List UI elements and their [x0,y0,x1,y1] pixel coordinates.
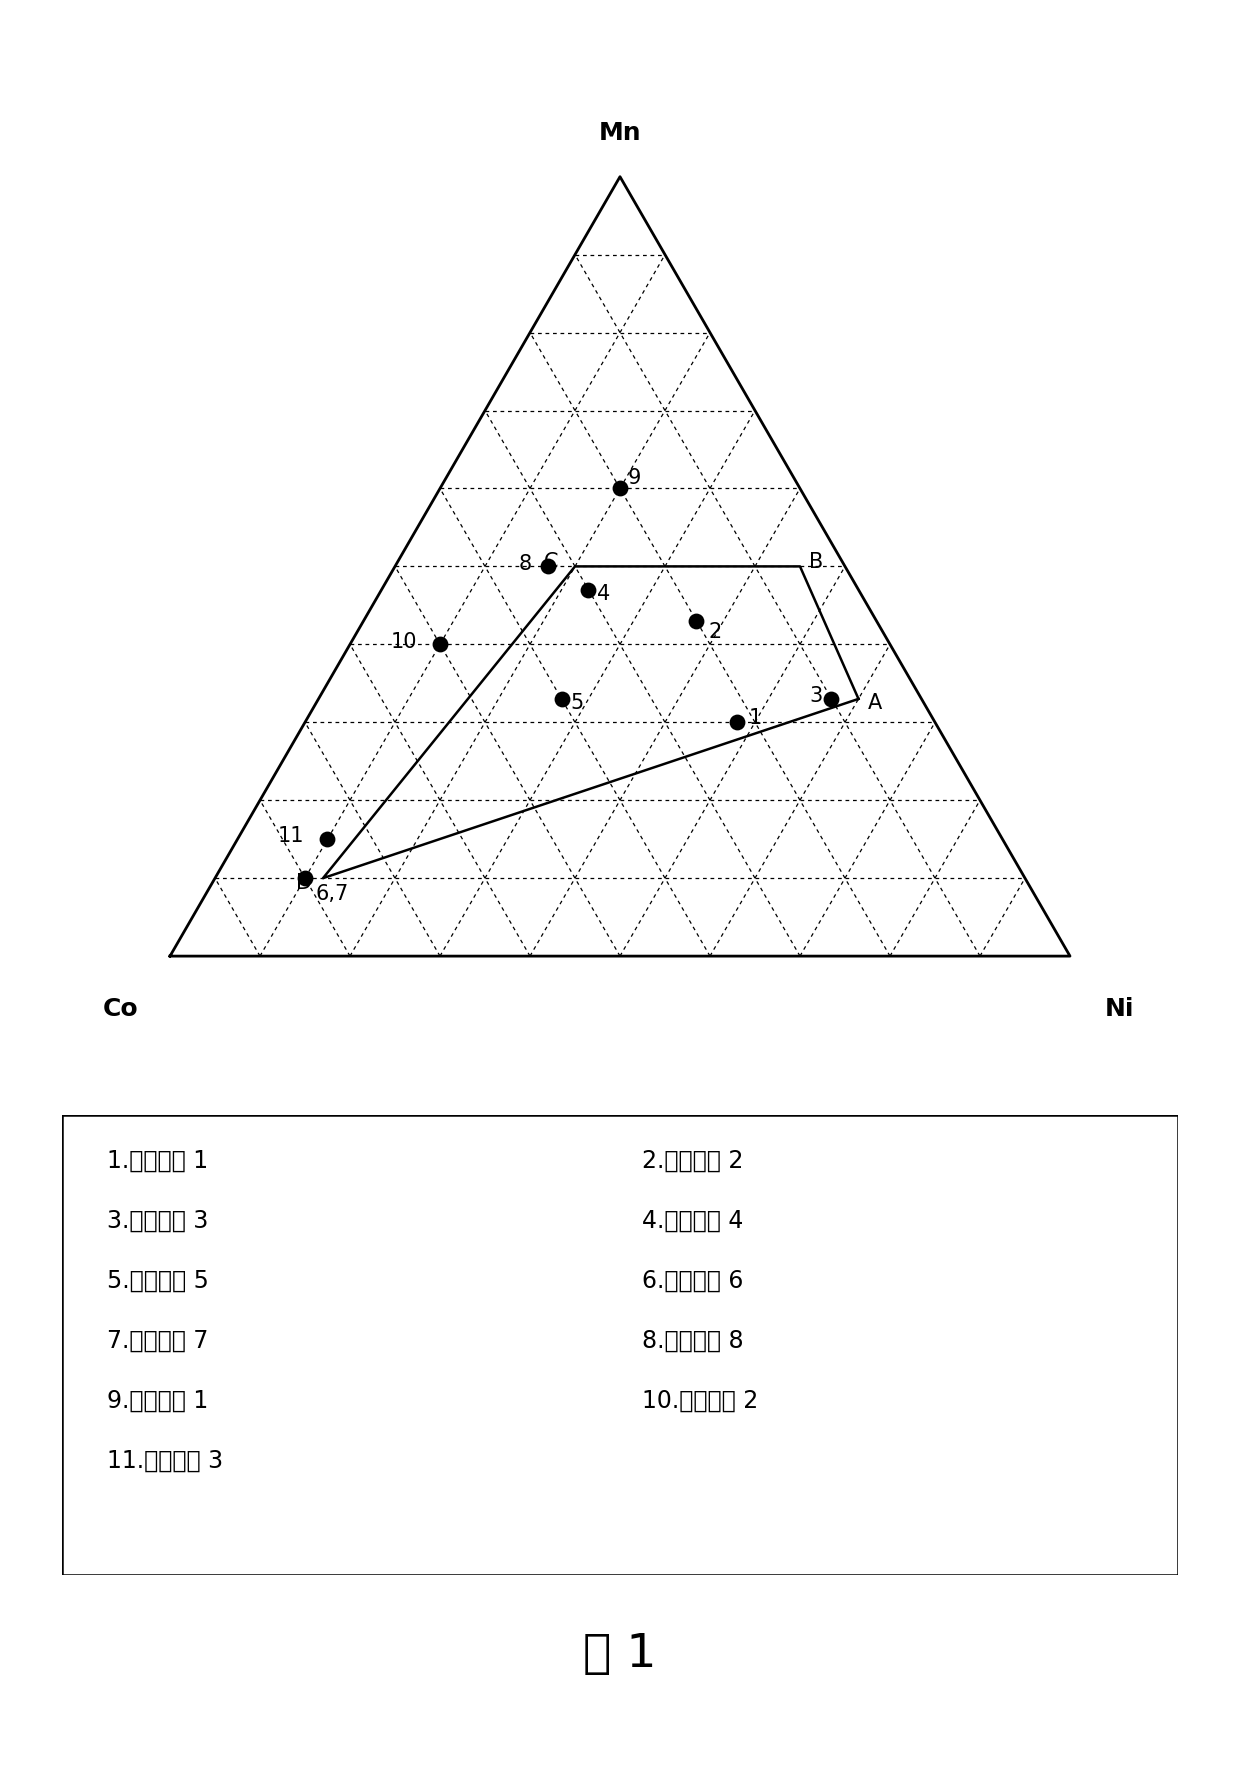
Text: Mn: Mn [599,120,641,145]
Point [687,607,707,635]
Text: 4: 4 [598,584,611,604]
Point [822,685,842,713]
FancyBboxPatch shape [62,1115,1178,1575]
Text: 10: 10 [391,632,417,651]
Text: D: D [296,873,312,892]
Text: A: A [868,694,882,713]
Text: Ni: Ni [1105,997,1135,1021]
Text: B: B [808,552,823,572]
Text: 1.　实施例 1: 1. 实施例 1 [107,1149,208,1174]
Point [552,685,572,713]
Text: Co: Co [103,997,139,1021]
Point [295,864,315,892]
Text: 2: 2 [708,621,722,643]
Point [579,575,599,604]
Text: 5.　实施例 5: 5. 实施例 5 [107,1269,208,1292]
Point [727,708,746,736]
Text: 11: 11 [278,827,305,846]
Text: 6,7: 6,7 [316,885,348,904]
Text: 5: 5 [570,694,584,713]
Text: 11.　对比例 3: 11. 对比例 3 [107,1448,223,1473]
Text: 图 1: 图 1 [583,1632,657,1678]
Point [317,825,337,853]
Text: 7.　实施例 7: 7. 实施例 7 [107,1329,208,1352]
Point [610,474,630,503]
Text: 6.　实施例 6: 6. 实施例 6 [642,1269,744,1292]
Text: 1: 1 [749,708,761,727]
Text: 9.　对比例 1: 9. 对比例 1 [107,1388,208,1412]
Text: 4.　实施例 4: 4. 实施例 4 [642,1209,744,1234]
Text: 9: 9 [627,467,641,489]
Text: 2.　实施例 2: 2. 实施例 2 [642,1149,744,1174]
Text: 8.　实施例 8: 8. 实施例 8 [642,1329,744,1352]
Text: 3.　实施例 3: 3. 实施例 3 [107,1209,208,1234]
Point [538,552,558,581]
Text: 3: 3 [808,687,822,706]
Text: 10.　对比例 2: 10. 对比例 2 [642,1388,759,1412]
Point [430,630,450,658]
Text: 8: 8 [518,554,532,573]
Text: C: C [543,552,558,572]
